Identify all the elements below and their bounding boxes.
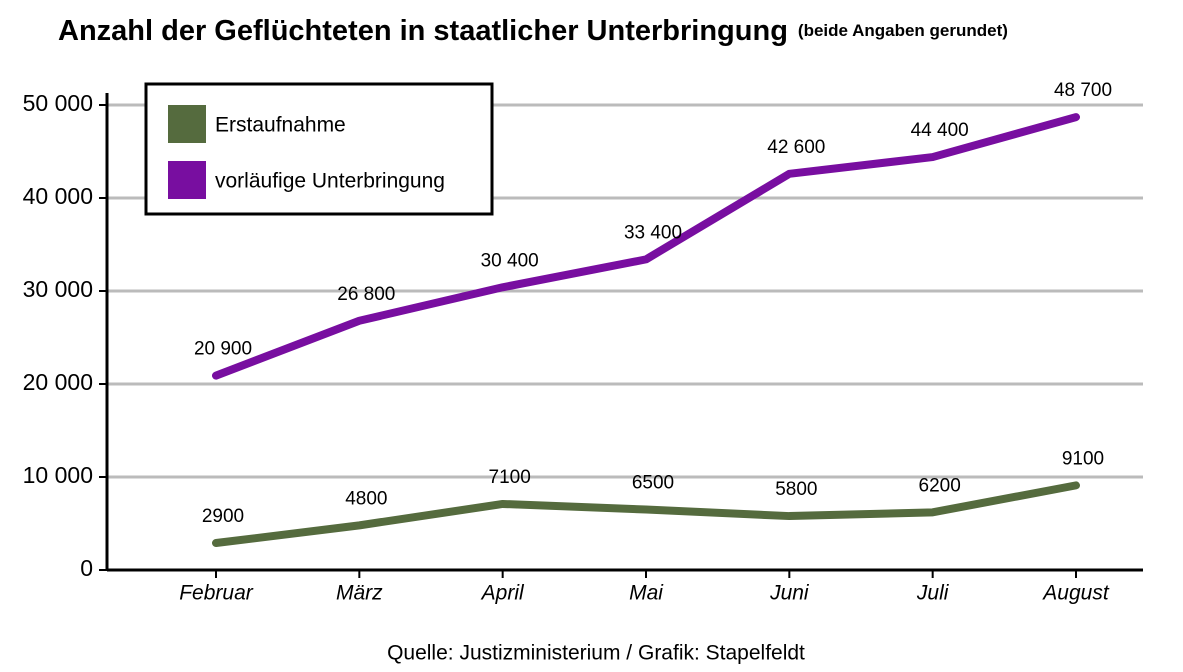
data-label: 33 400 xyxy=(624,222,682,243)
data-label: 4800 xyxy=(345,488,387,509)
subtitle: (beide Angaben gerundet) xyxy=(798,21,1008,40)
data-label: 6500 xyxy=(632,473,674,494)
x-tick-label: März xyxy=(336,582,383,605)
legend-label: Erstaufnahme xyxy=(215,114,346,137)
legend-swatch xyxy=(168,161,206,199)
source: Quelle: Justizministerium / Grafik: Stap… xyxy=(387,642,805,665)
x-tick-label: April xyxy=(480,582,525,605)
data-label: 6200 xyxy=(919,475,961,496)
y-tick-label: 20 000 xyxy=(23,369,93,395)
x-tick-label: Juli xyxy=(916,582,950,605)
series-line xyxy=(212,113,1080,380)
data-label: 26 800 xyxy=(337,284,395,305)
data-label: 2900 xyxy=(202,506,244,527)
y-tick-label: 0 xyxy=(80,555,93,581)
data-label: 20 900 xyxy=(194,339,252,360)
legend-label: vorläufige Unterbringung xyxy=(215,170,445,193)
data-label: 42 600 xyxy=(767,137,825,158)
y-tick-label: 10 000 xyxy=(23,462,93,488)
data-label: 44 400 xyxy=(911,120,969,141)
series-line xyxy=(212,481,1080,548)
data-label: 7100 xyxy=(489,467,531,488)
title: Anzahl der Geflüchteten in staatlicher U… xyxy=(58,15,788,47)
x-tick-label: Juni xyxy=(769,582,810,605)
data-label: 9100 xyxy=(1062,448,1104,469)
x-tick-label: Februar xyxy=(179,582,254,605)
y-tick-label: 30 000 xyxy=(23,276,93,302)
data-label: 48 700 xyxy=(1054,80,1112,101)
data-label: 5800 xyxy=(775,479,817,500)
chart-title: Anzahl der Geflüchteten in staatlicher U… xyxy=(58,15,1008,47)
x-tick-label: August xyxy=(1041,582,1110,605)
y-tick-label: 50 000 xyxy=(23,90,93,116)
y-tick-label: 40 000 xyxy=(23,183,93,209)
legend-swatch xyxy=(168,105,206,143)
data-label: 30 400 xyxy=(481,250,539,271)
x-tick-label: Mai xyxy=(629,582,664,605)
